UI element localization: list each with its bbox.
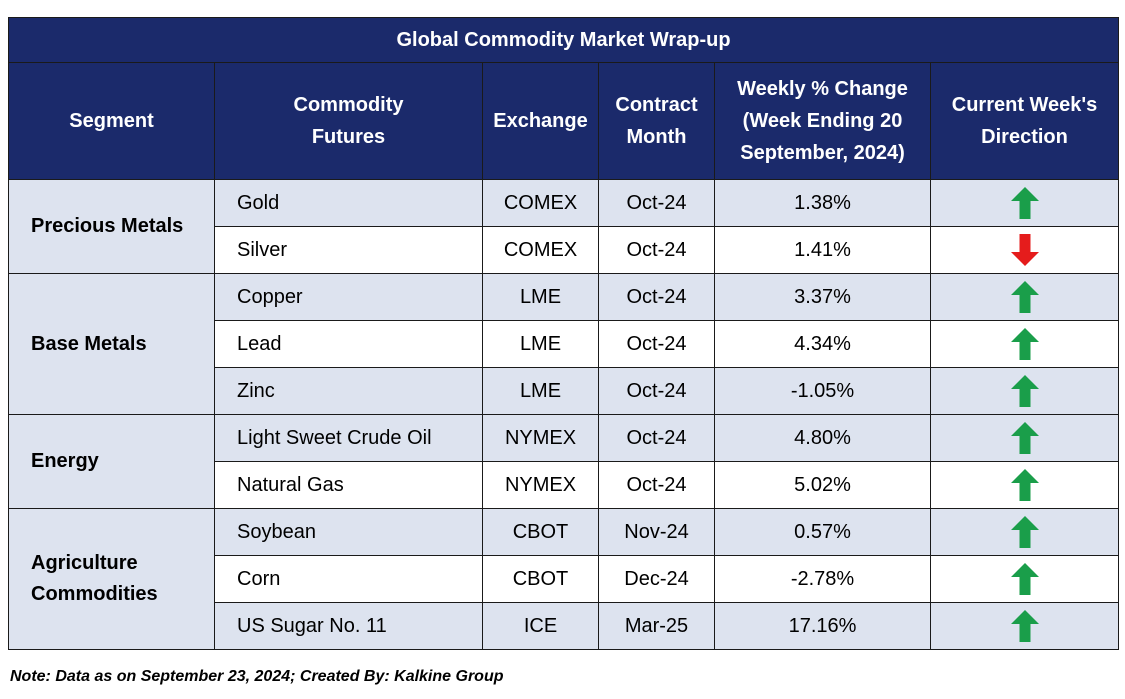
up-arrow-icon: [1010, 516, 1039, 548]
direction-cell: [929, 179, 1120, 227]
weekly-change-cell: 3.37%: [714, 273, 931, 321]
exchange-cell: NYMEX: [482, 461, 599, 509]
table-title: Global Commodity Market Wrap-up: [7, 17, 1120, 63]
contract-month-cell: Oct-24: [598, 320, 715, 368]
direction-cell: [929, 461, 1120, 509]
table-row: Energy Light Sweet Crude Oil NYMEX Oct-24 4.…: [8, 414, 1120, 509]
up-arrow-icon: [1010, 422, 1039, 454]
header-weekly-change: Weekly % Change (Week Ending 20 Septembe…: [714, 62, 931, 180]
table-row: Silver COMEX Oct-24 1.41%: [9, 226, 1120, 274]
up-arrow-icon: [1010, 281, 1039, 313]
up-arrow-icon: [1010, 375, 1039, 407]
segment-cell: Base Metals: [8, 273, 215, 415]
up-arrow-icon: [1010, 610, 1039, 642]
weekly-change-cell: 4.34%: [714, 320, 931, 368]
segment-cell: Precious Metals: [8, 179, 215, 274]
commodity-cell: Soybean: [214, 508, 483, 556]
contract-month-cell: Dec-24: [598, 555, 715, 603]
contract-month-cell: Oct-24: [598, 367, 715, 415]
weekly-change-cell: 5.02%: [714, 461, 931, 509]
down-arrow-icon: [1010, 234, 1039, 266]
segment-cell: Energy: [8, 414, 215, 509]
contract-month-cell: Mar-25: [598, 602, 715, 650]
header-segment: Segment: [8, 62, 215, 180]
up-arrow-icon: [1010, 469, 1039, 501]
up-arrow-icon: [1010, 187, 1039, 219]
direction-cell: [929, 273, 1120, 321]
commodity-cell: Copper: [214, 273, 483, 321]
weekly-change-cell: -1.05%: [714, 367, 931, 415]
table-row: Precious Metals Gold COMEX Oct-24 1.38%: [8, 179, 1120, 274]
exchange-cell: CBOT: [482, 508, 599, 556]
commodity-wrapup-table: Global Commodity Market Wrap-up Segment …: [7, 17, 1120, 650]
weekly-change-cell: 0.57%: [714, 508, 931, 556]
weekly-change-cell: -2.78%: [714, 555, 931, 603]
table-row: Corn CBOT Dec-24 -2.78%: [9, 555, 1120, 603]
weekly-change-cell: 1.38%: [714, 179, 931, 227]
commodity-cell: Natural Gas: [214, 461, 483, 509]
exchange-cell: LME: [482, 367, 599, 415]
header-commodity-futures: Commodity Futures: [214, 62, 483, 180]
direction-cell: [929, 602, 1120, 650]
up-arrow-icon: [1010, 328, 1039, 360]
commodity-cell: Gold: [214, 179, 483, 227]
commodity-wrapup-table-container: Global Commodity Market Wrap-up Segment …: [7, 17, 1120, 650]
header-exchange: Exchange: [482, 62, 599, 180]
exchange-cell: CBOT: [482, 555, 599, 603]
contract-month-cell: Oct-24: [598, 461, 715, 509]
commodity-cell: Corn: [214, 555, 483, 603]
direction-cell: [929, 508, 1120, 556]
exchange-cell: ICE: [482, 602, 599, 650]
footnote: Note: Data as on September 23, 2024; Cre…: [10, 668, 504, 685]
weekly-change-cell: 4.80%: [714, 414, 931, 462]
commodity-cell: Silver: [214, 226, 483, 274]
direction-cell: [929, 367, 1120, 415]
commodity-cell: Zinc: [214, 367, 483, 415]
header-direction: Current Week's Direction: [929, 62, 1120, 180]
contract-month-cell: Oct-24: [598, 179, 715, 227]
contract-month-cell: Oct-24: [598, 273, 715, 321]
exchange-cell: LME: [482, 273, 599, 321]
segment-cell: Agriculture Commodities: [8, 508, 215, 650]
direction-cell: [929, 414, 1120, 462]
direction-cell: [929, 555, 1120, 603]
weekly-change-cell: 1.41%: [714, 226, 931, 274]
table-row: Agriculture Commodities Soybean CBOT Nov-24…: [8, 508, 1120, 650]
table-row: Base Metals Copper LME Oct-24 3.37%: [8, 273, 1120, 415]
commodity-cell: Lead: [214, 320, 483, 368]
table-row: Natural Gas NYMEX Oct-24 5.02%: [9, 461, 1120, 509]
table-row: Zinc LME Oct-24 -1.05%: [9, 367, 1120, 415]
header-contract-month: Contract Month: [598, 62, 715, 180]
commodity-cell: Light Sweet Crude Oil: [214, 414, 483, 462]
contract-month-cell: Oct-24: [598, 226, 715, 274]
weekly-change-cell: 17.16%: [714, 602, 931, 650]
contract-month-cell: Nov-24: [598, 508, 715, 556]
table-row: US Sugar No. 11 ICE Mar-25 17.16%: [9, 602, 1120, 650]
direction-cell: [929, 226, 1120, 274]
table-row: Lead LME Oct-24 4.34%: [9, 320, 1120, 368]
up-arrow-icon: [1010, 563, 1039, 595]
exchange-cell: COMEX: [482, 226, 599, 274]
table-body: Precious Metals Gold COMEX Oct-24 1.38% Silve…: [8, 179, 1120, 650]
direction-cell: [929, 320, 1120, 368]
exchange-cell: NYMEX: [482, 414, 599, 462]
exchange-cell: LME: [482, 320, 599, 368]
exchange-cell: COMEX: [482, 179, 599, 227]
commodity-cell: US Sugar No. 11: [214, 602, 483, 650]
contract-month-cell: Oct-24: [598, 414, 715, 462]
